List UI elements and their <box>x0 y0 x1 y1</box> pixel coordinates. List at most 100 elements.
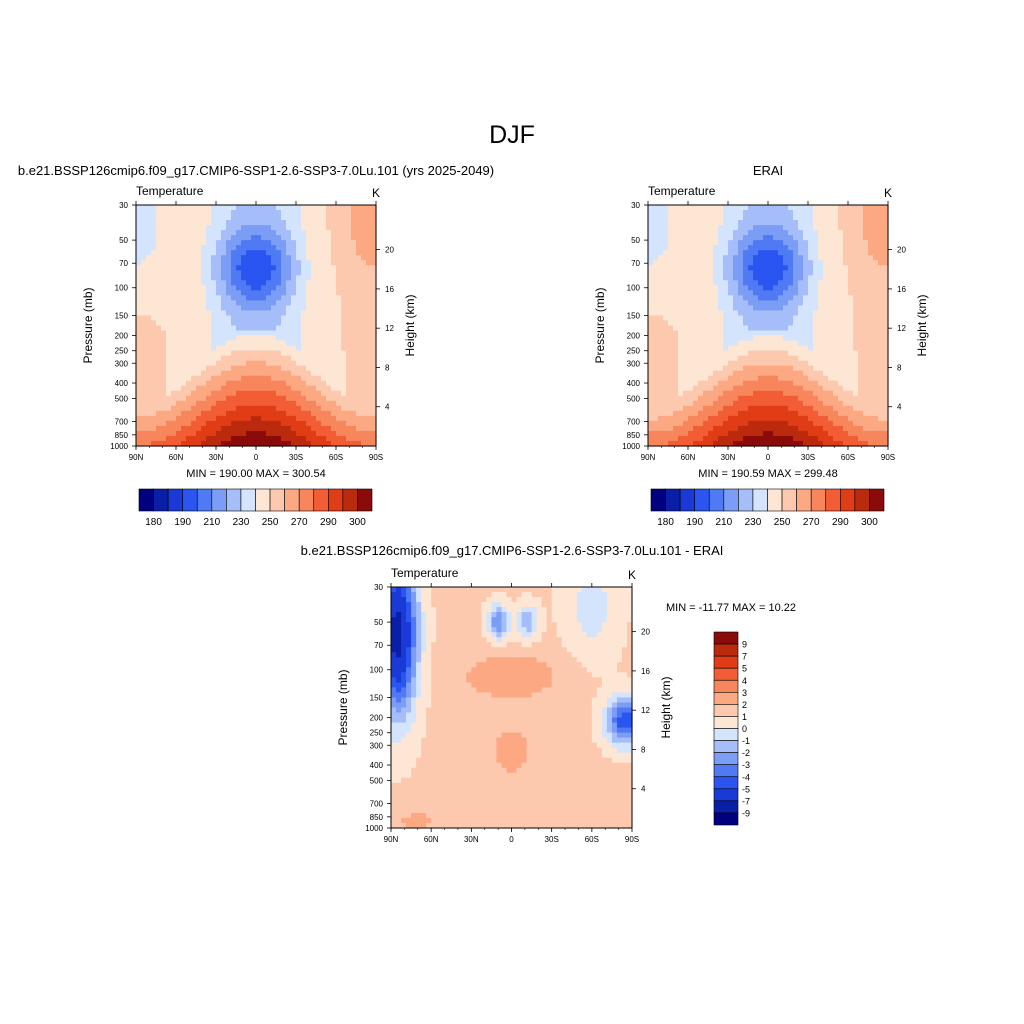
field-cell <box>401 617 407 623</box>
field-cell <box>653 305 659 312</box>
field-cell <box>868 410 874 417</box>
field-cell <box>858 380 864 387</box>
field-cell <box>251 385 257 392</box>
field-cell <box>201 390 207 397</box>
field-cell <box>626 607 633 613</box>
field-cell <box>306 365 312 372</box>
field-cell <box>326 405 332 412</box>
field-cell <box>316 230 322 236</box>
field-cell <box>828 215 834 221</box>
field-cell <box>366 325 372 332</box>
field-cell <box>818 355 824 362</box>
field-cell <box>753 300 759 307</box>
field-cell <box>688 210 694 216</box>
field-cell <box>663 345 669 352</box>
field-cell <box>753 235 759 241</box>
field-cell <box>683 260 689 266</box>
field-cell <box>161 310 167 317</box>
field-cell <box>261 430 267 437</box>
field-cell <box>673 385 679 392</box>
field-cell <box>371 325 377 332</box>
field-cell <box>361 275 367 281</box>
field-cell <box>873 310 879 317</box>
field-cell <box>743 365 749 372</box>
field-cell <box>571 607 578 613</box>
field-cell <box>296 280 302 286</box>
field-cell <box>668 280 674 286</box>
field-cell <box>848 225 854 231</box>
field-cell <box>201 250 207 256</box>
field-cell <box>833 355 839 362</box>
field-cell <box>241 275 247 281</box>
field-cell <box>843 430 849 437</box>
field-cell <box>753 275 759 281</box>
field-cell <box>486 602 493 608</box>
field-cell <box>146 300 152 307</box>
field-cell <box>276 415 282 422</box>
field-cell <box>296 315 302 322</box>
field-cell <box>271 225 277 231</box>
field-cell <box>673 215 679 221</box>
field-cell <box>668 355 674 362</box>
field-cell <box>201 260 207 266</box>
field-cell <box>181 215 187 221</box>
field-cell <box>683 390 689 397</box>
field-cell <box>863 390 869 397</box>
field-cell <box>668 365 674 372</box>
field-cell <box>718 400 724 407</box>
field-cell <box>531 602 538 608</box>
field-cell <box>753 425 759 432</box>
field-cell <box>738 230 744 236</box>
field-cell <box>321 415 327 422</box>
field-cell <box>186 265 192 271</box>
field-cell <box>171 370 177 377</box>
field-cell <box>346 440 352 447</box>
field-cell <box>196 345 202 352</box>
field-cell <box>321 370 327 377</box>
field-cell <box>311 295 317 301</box>
field-cell <box>718 420 724 427</box>
field-cell <box>326 225 332 231</box>
field-cell <box>708 380 714 387</box>
field-cell <box>296 375 302 382</box>
field-cell <box>366 385 372 392</box>
field-cell <box>356 290 362 296</box>
field-cell <box>783 345 789 352</box>
field-cell <box>226 240 232 246</box>
field-cell <box>783 390 789 397</box>
field-cell <box>151 225 157 231</box>
field-cell <box>226 425 232 432</box>
field-cell <box>653 275 659 281</box>
field-cell <box>768 225 774 231</box>
field-cell <box>341 390 347 397</box>
field-cell <box>648 290 654 296</box>
field-cell <box>808 395 814 402</box>
field-cell <box>873 305 879 312</box>
field-cell <box>561 592 568 598</box>
field-cell <box>663 295 669 301</box>
field-cell <box>146 220 152 226</box>
field-cell <box>858 240 864 246</box>
field-cell <box>176 440 182 447</box>
field-cell <box>723 270 729 276</box>
field-cell <box>361 235 367 241</box>
field-cell <box>156 355 162 362</box>
field-cell <box>256 335 262 342</box>
field-cell <box>708 225 714 231</box>
field-cell <box>743 330 749 337</box>
field-cell <box>883 240 889 246</box>
field-cell <box>673 305 679 312</box>
field-cell <box>251 205 257 211</box>
field-cell <box>506 617 513 623</box>
field-cell <box>141 385 147 392</box>
field-cell <box>176 340 182 347</box>
field-cell <box>356 250 362 256</box>
field-cell <box>216 340 222 347</box>
field-cell <box>171 265 177 271</box>
field-cell <box>271 410 277 417</box>
field-cell <box>823 220 829 226</box>
field-cell <box>728 415 734 422</box>
field-cell <box>803 305 809 312</box>
field-cell <box>843 280 849 286</box>
field-cell <box>351 240 357 246</box>
